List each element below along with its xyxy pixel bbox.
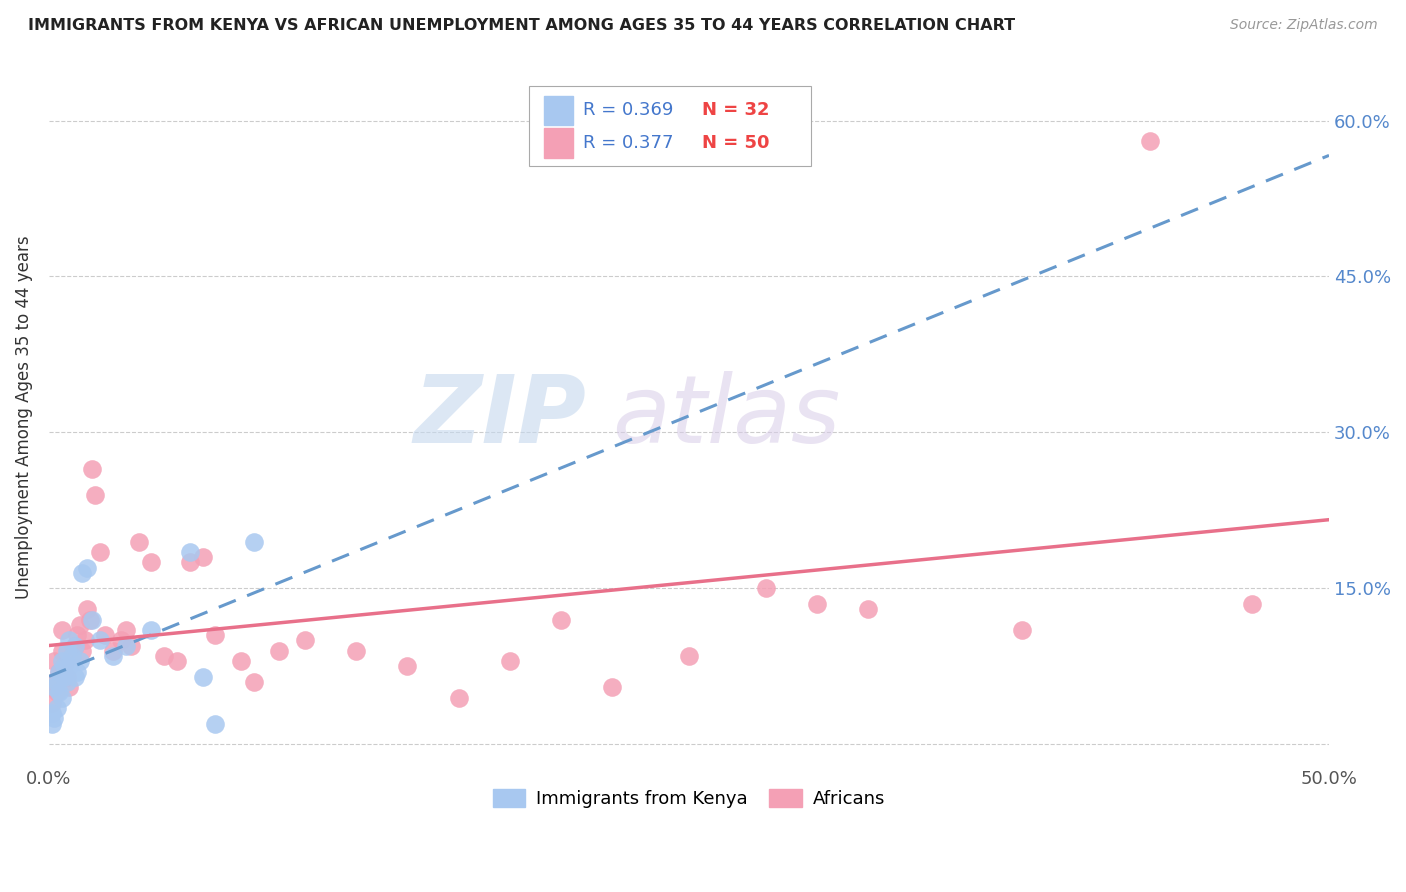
Point <box>56 644 79 658</box>
Point <box>42 711 65 725</box>
Point <box>41 716 63 731</box>
Point <box>856 602 879 616</box>
Point <box>41 706 63 721</box>
Point <box>66 665 89 679</box>
Point <box>76 560 98 574</box>
Point <box>678 648 700 663</box>
Point <box>82 462 104 476</box>
Point <box>101 648 124 663</box>
Text: IMMIGRANTS FROM KENYA VS AFRICAN UNEMPLOYMENT AMONG AGES 35 TO 44 YEARS CORRELAT: IMMIGRANTS FROM KENYA VS AFRICAN UNEMPLO… <box>28 18 1015 33</box>
Point <box>269 644 291 658</box>
Point <box>82 613 104 627</box>
Point <box>229 654 252 668</box>
Point <box>600 680 623 694</box>
Point <box>179 556 201 570</box>
Point <box>53 659 76 673</box>
Point <box>89 545 111 559</box>
Point <box>42 680 65 694</box>
Point <box>51 690 73 705</box>
Text: N = 32: N = 32 <box>702 102 769 120</box>
Point <box>45 685 67 699</box>
Point <box>128 534 150 549</box>
Point <box>51 654 73 668</box>
Point <box>56 675 79 690</box>
Point <box>48 685 70 699</box>
Text: R = 0.369: R = 0.369 <box>582 102 673 120</box>
Point <box>204 628 226 642</box>
Point <box>806 597 828 611</box>
Point <box>66 628 89 642</box>
Point <box>72 644 94 658</box>
Text: N = 50: N = 50 <box>702 134 769 152</box>
Point <box>42 675 65 690</box>
Point <box>141 623 163 637</box>
Point <box>166 654 188 668</box>
Point <box>58 680 80 694</box>
Point <box>63 639 86 653</box>
Point <box>63 639 86 653</box>
Point <box>204 716 226 731</box>
Point <box>191 670 214 684</box>
Point <box>242 534 264 549</box>
Text: ZIP: ZIP <box>413 371 586 463</box>
Point <box>1241 597 1264 611</box>
Point <box>48 665 70 679</box>
Point <box>141 556 163 570</box>
Point <box>58 659 80 673</box>
Bar <box>544 95 572 125</box>
Point <box>550 613 572 627</box>
Point <box>447 690 470 705</box>
Point <box>45 675 67 690</box>
Point <box>396 659 419 673</box>
Point <box>499 654 522 668</box>
Point <box>191 550 214 565</box>
FancyBboxPatch shape <box>529 86 811 166</box>
Legend: Immigrants from Kenya, Africans: Immigrants from Kenya, Africans <box>485 781 893 815</box>
Point <box>179 545 201 559</box>
Point <box>63 670 86 684</box>
Text: atlas: atlas <box>612 371 841 462</box>
Text: R = 0.377: R = 0.377 <box>582 134 673 152</box>
Point <box>69 654 91 668</box>
Point <box>56 670 79 684</box>
Point <box>101 644 124 658</box>
Point <box>51 623 73 637</box>
Point <box>153 648 176 663</box>
Point <box>114 623 136 637</box>
Point <box>73 633 96 648</box>
Y-axis label: Unemployment Among Ages 35 to 44 years: Unemployment Among Ages 35 to 44 years <box>15 235 32 599</box>
Point <box>114 639 136 653</box>
Text: Source: ZipAtlas.com: Source: ZipAtlas.com <box>1230 18 1378 32</box>
Point <box>60 648 83 663</box>
Point <box>58 633 80 648</box>
Point <box>84 488 107 502</box>
Point <box>89 633 111 648</box>
Point <box>242 675 264 690</box>
Bar <box>544 128 572 158</box>
Point <box>53 670 76 684</box>
Point <box>45 701 67 715</box>
Point <box>294 633 316 648</box>
Point <box>69 617 91 632</box>
Point <box>1139 134 1161 148</box>
Point <box>1011 623 1033 637</box>
Point <box>42 654 65 668</box>
Point <box>76 602 98 616</box>
Point <box>79 613 101 627</box>
Point <box>755 582 778 596</box>
Point <box>344 644 367 658</box>
Point <box>41 696 63 710</box>
Point <box>48 665 70 679</box>
Point <box>53 659 76 673</box>
Point <box>94 628 117 642</box>
Point <box>60 648 83 663</box>
Point <box>72 566 94 580</box>
Point <box>110 633 132 648</box>
Point <box>120 639 142 653</box>
Point <box>51 644 73 658</box>
